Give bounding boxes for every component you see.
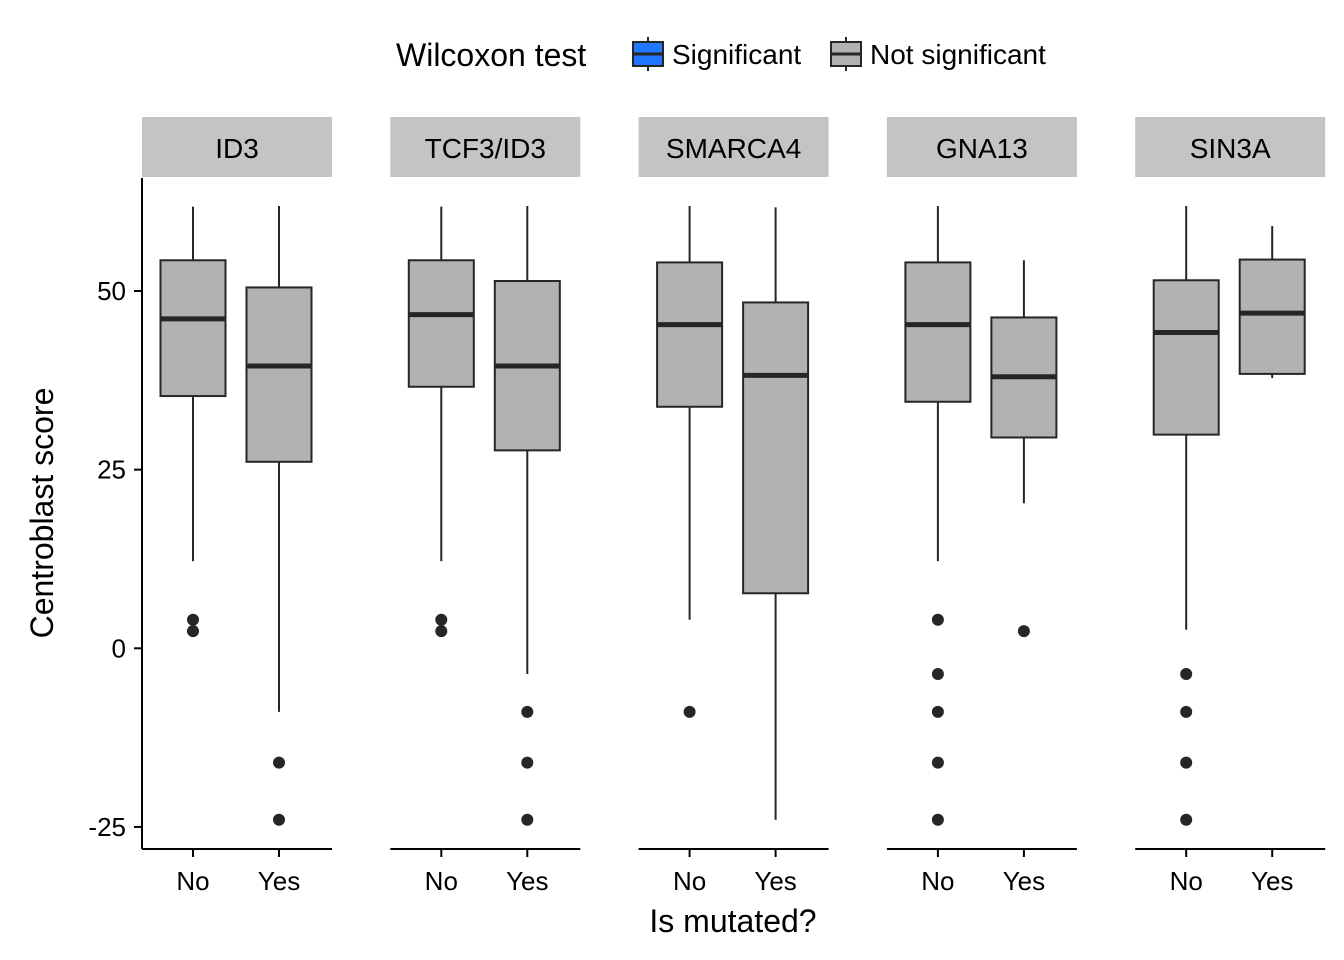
y-tick-label: 0 bbox=[112, 633, 126, 663]
x-tick-label: Yes bbox=[1251, 866, 1293, 896]
y-tick-label: -25 bbox=[88, 812, 126, 842]
outlier-point bbox=[683, 705, 696, 718]
box bbox=[1152, 279, 1220, 436]
y-axis-title: Centroblast score bbox=[24, 388, 60, 639]
boxplot bbox=[904, 205, 972, 826]
outlier-point bbox=[273, 813, 285, 826]
outlier-point bbox=[931, 613, 944, 626]
outlier-point bbox=[435, 613, 448, 626]
facet-strip-label: TCF3/ID3 bbox=[425, 133, 546, 164]
x-tick-label: Yes bbox=[1003, 866, 1045, 896]
outlier-point bbox=[1180, 668, 1193, 681]
outlier-point bbox=[1180, 756, 1193, 769]
outlier-point bbox=[1180, 813, 1193, 826]
boxplot bbox=[1152, 205, 1220, 826]
facet-strip-label: SMARCA4 bbox=[666, 133, 801, 164]
outlier-point bbox=[1180, 705, 1193, 718]
outlier-point bbox=[521, 813, 534, 826]
box bbox=[159, 259, 227, 398]
outlier-point bbox=[521, 705, 534, 718]
outlier-point bbox=[931, 756, 944, 769]
legend-entry: Not significant bbox=[830, 37, 1046, 71]
facet-strip bbox=[390, 117, 581, 177]
box bbox=[742, 301, 810, 595]
outlier-point bbox=[1017, 625, 1030, 638]
legend-label: Significant bbox=[672, 39, 801, 70]
outlier-point bbox=[931, 813, 944, 826]
boxplot bbox=[493, 205, 561, 826]
facet-panel: SIN3A No Yes bbox=[1135, 117, 1326, 896]
legend-entry: Significant bbox=[632, 37, 801, 71]
x-tick-label: No bbox=[921, 866, 954, 896]
x-tick-label: Yes bbox=[258, 866, 300, 896]
box bbox=[407, 259, 475, 388]
facet-panels: ID3 No Yes TCF3/ID3 No Yes SMARCA4 No Yes GNA13 No… bbox=[142, 117, 1326, 896]
facet-panel: TCF3/ID3 No Yes bbox=[390, 117, 581, 896]
facet-strip-label: ID3 bbox=[215, 133, 259, 164]
boxplot bbox=[245, 205, 313, 826]
y-tick-label: 25 bbox=[97, 455, 126, 485]
facet-panel: ID3 No Yes bbox=[142, 117, 332, 896]
outlier-point bbox=[931, 705, 944, 718]
facet-strip-label: SIN3A bbox=[1190, 133, 1271, 164]
legend-items: Significant Not significant bbox=[632, 37, 1046, 71]
boxplot bbox=[656, 205, 724, 718]
x-tick-label: No bbox=[176, 866, 209, 896]
y-axis: -25 0 25 50 bbox=[88, 178, 143, 849]
x-tick-label: No bbox=[1170, 866, 1203, 896]
legend: Wilcoxon test Significant Not significant bbox=[396, 37, 1046, 73]
legend-title: Wilcoxon test bbox=[396, 37, 586, 73]
facet-strip-label: GNA13 bbox=[936, 133, 1028, 164]
box bbox=[245, 286, 313, 463]
x-tick-label: No bbox=[425, 866, 458, 896]
boxplot bbox=[159, 206, 227, 638]
x-tick-label: Yes bbox=[754, 866, 796, 896]
outlier-point bbox=[273, 756, 285, 769]
outlier-point bbox=[435, 625, 448, 638]
outlier-point bbox=[521, 756, 534, 769]
box bbox=[656, 261, 724, 408]
outlier-point bbox=[931, 668, 944, 681]
facet-panel: GNA13 No Yes bbox=[886, 117, 1077, 896]
facet-strip bbox=[886, 117, 1077, 177]
x-axis-title: Is mutated? bbox=[649, 903, 816, 939]
boxplot bbox=[407, 206, 475, 638]
x-tick-label: Yes bbox=[506, 866, 548, 896]
box bbox=[904, 261, 972, 403]
outlier-point bbox=[187, 613, 199, 626]
outlier-point bbox=[187, 625, 199, 638]
facet-strip bbox=[1135, 117, 1326, 177]
boxplot bbox=[1238, 225, 1306, 379]
box bbox=[1238, 258, 1306, 375]
facet-panel: SMARCA4 No Yes bbox=[638, 117, 829, 896]
boxplot bbox=[990, 260, 1058, 638]
y-tick-label: 50 bbox=[97, 276, 126, 306]
boxplot bbox=[742, 207, 810, 820]
facet-strip bbox=[638, 117, 829, 177]
facet-strip bbox=[142, 117, 332, 177]
legend-label: Not significant bbox=[870, 39, 1046, 70]
x-tick-label: No bbox=[673, 866, 706, 896]
